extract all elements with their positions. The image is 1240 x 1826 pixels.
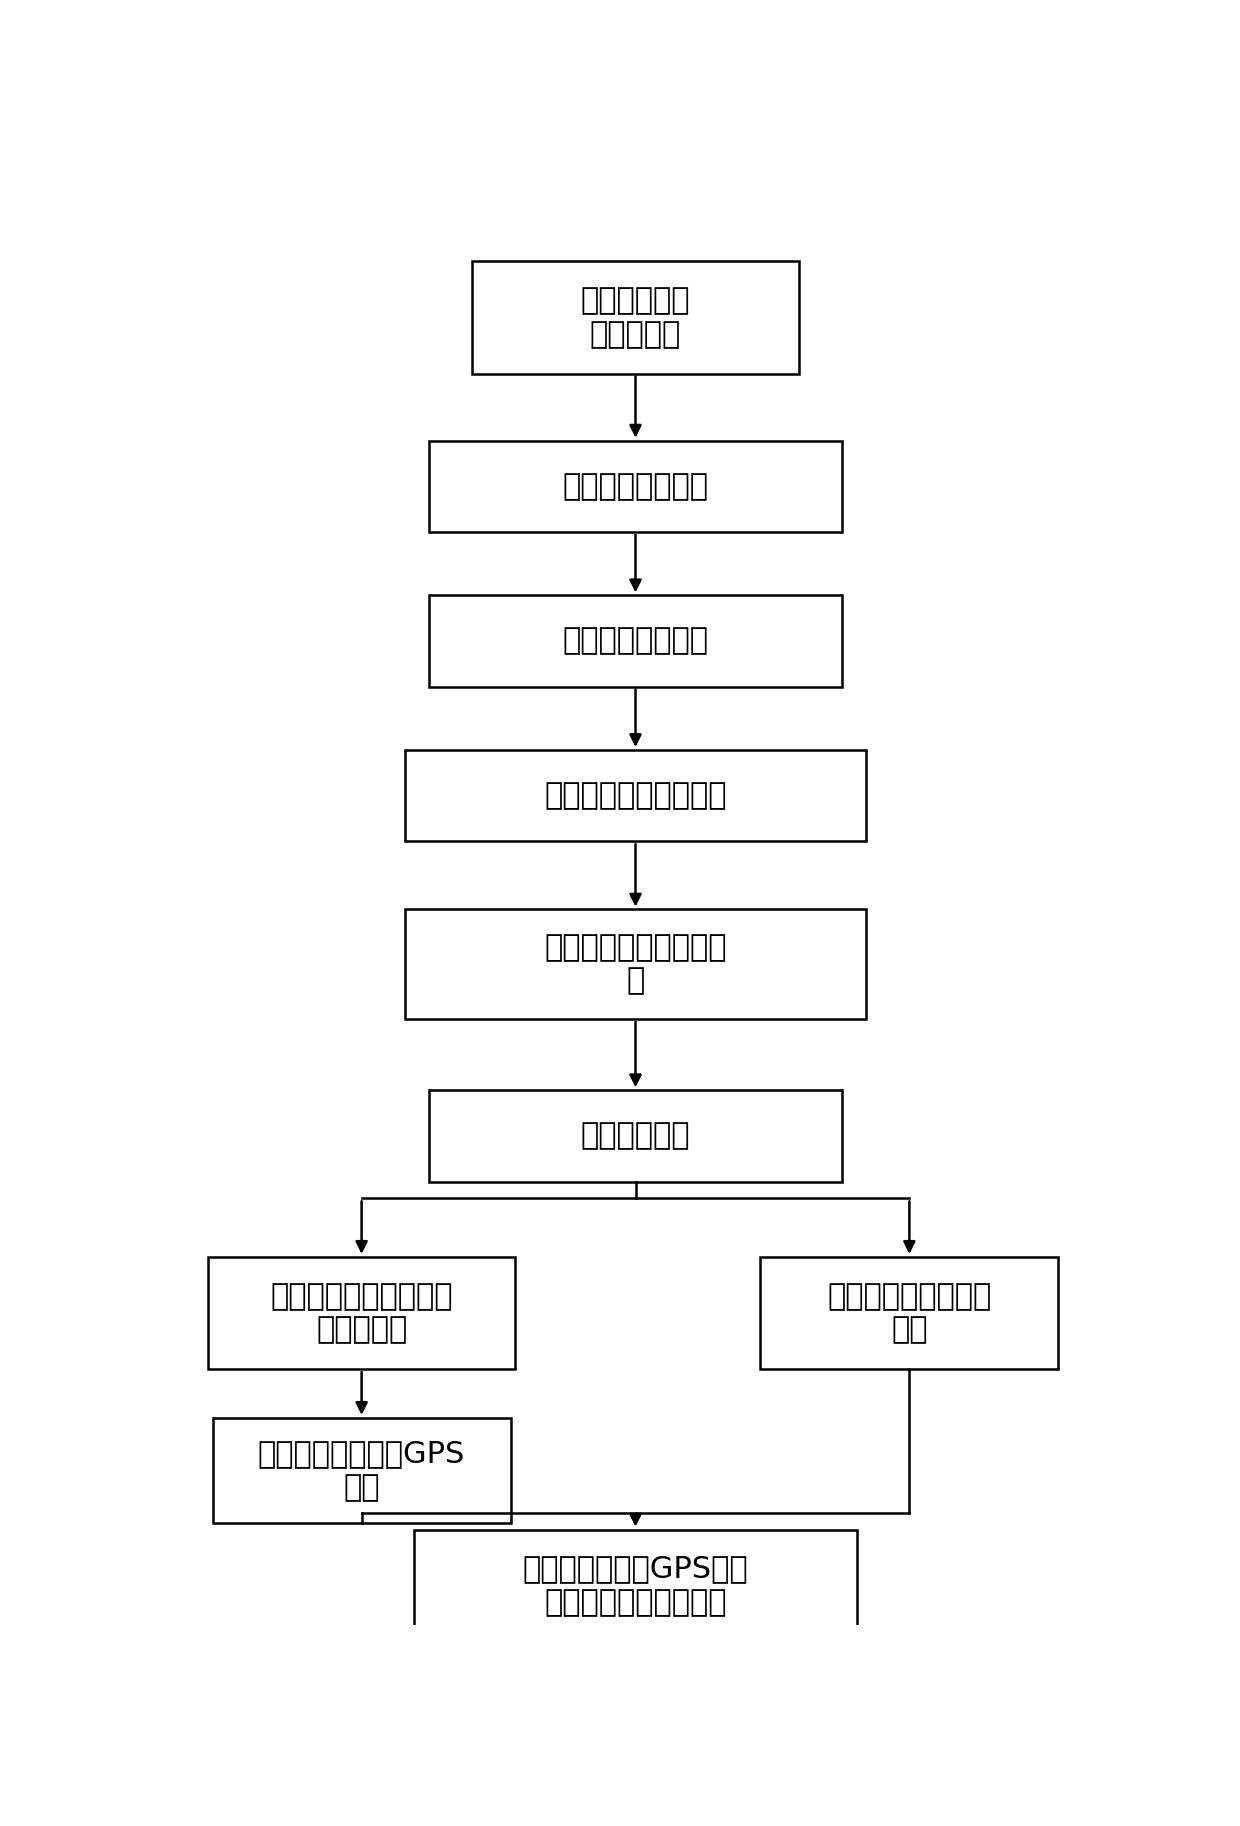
Bar <box>760 1256 1058 1370</box>
Bar <box>429 440 842 531</box>
Text: 计算光伏阵列四个顶点
的大地坐标: 计算光伏阵列四个顶点 的大地坐标 <box>270 1282 453 1344</box>
Text: 逻辑图的分区处理: 逻辑图的分区处理 <box>563 471 708 500</box>
Text: 检测矩形轮廓: 检测矩形轮廓 <box>580 1121 691 1150</box>
Text: 保存光伏阵列的GPS坐标
和行列编号至数据文件: 保存光伏阵列的GPS坐标 和行列编号至数据文件 <box>523 1554 748 1618</box>
Bar <box>213 1417 511 1523</box>
Text: 读入各个分区图像: 读入各个分区图像 <box>563 626 708 656</box>
Bar <box>404 909 866 1019</box>
Bar <box>404 750 866 842</box>
Bar <box>414 1530 857 1642</box>
Text: 读入光伏电站
总体逻辑图: 读入光伏电站 总体逻辑图 <box>580 287 691 349</box>
Text: 计算光伏阵列的行列
编号: 计算光伏阵列的行列 编号 <box>827 1282 992 1344</box>
Bar <box>429 1090 842 1181</box>
Bar <box>429 595 842 687</box>
Text: 将大地坐标转化为GPS
坐标: 将大地坐标转化为GPS 坐标 <box>258 1439 465 1501</box>
Text: 对灰度图进行二值化分
割: 对灰度图进行二值化分 割 <box>544 933 727 995</box>
Bar <box>472 261 799 374</box>
Bar <box>208 1256 516 1370</box>
Text: 分区图像转化为灰度图: 分区图像转化为灰度图 <box>544 782 727 811</box>
